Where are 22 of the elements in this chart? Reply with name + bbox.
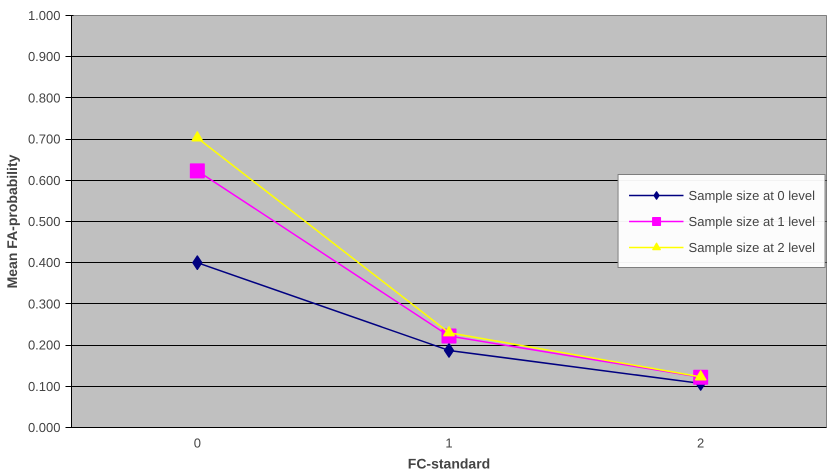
y-tick-label: 0.000 [28,420,61,435]
point [190,163,205,178]
y-tick-label: 0.900 [28,49,61,64]
point [191,131,204,142]
y-tick-label: 0.700 [28,132,61,147]
y-tick-label: 0.800 [28,90,61,106]
y-axis-title: Mean FA-probability [4,154,20,288]
x-tick-label: 2 [697,436,704,450]
x-tick-label: 0 [194,436,201,450]
y-tick-label: 0.600 [28,172,61,188]
y-tick-label: 0.100 [28,378,61,394]
legend-label: Sample size at 0 level [688,188,815,202]
y-tick-label: 1.000 [28,8,61,23]
y-tick-label: 0.400 [28,255,61,270]
point [444,342,454,358]
y-tick-label: 0.500 [28,214,61,229]
x-tick-label: 1 [445,436,453,450]
y-tick-label: 0.200 [28,338,61,353]
legend-label: Sample size at 2 level [688,240,815,254]
x-axis-title: FC-standard [408,456,490,472]
legend-label: Sample size at 1 level [688,214,815,228]
y-tick-label: 0.300 [28,296,61,312]
